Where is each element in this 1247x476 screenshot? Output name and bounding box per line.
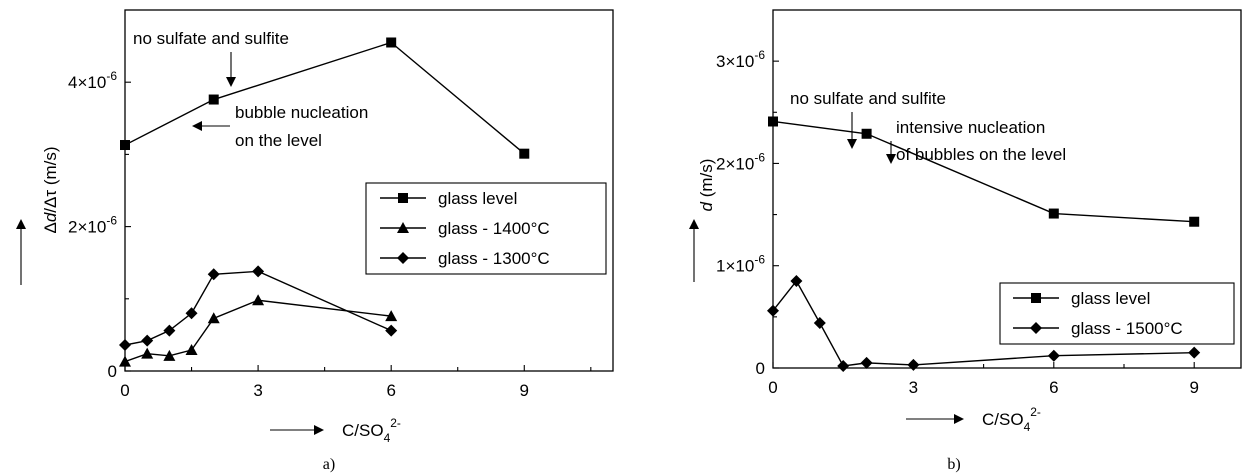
chart-b-series-1-point [837,359,850,372]
chart-a-xtick-label: 0 [120,381,129,400]
chart-a-arrow-down-head [226,77,236,87]
chart-b-xtick-label: 9 [1189,378,1198,397]
chart-b-plot-frame [772,9,1242,369]
chart-a-series-1-point [141,347,154,359]
chart-a-series-line-2 [124,270,392,346]
chart-b-legend-marker-0 [1031,293,1041,303]
chart-a-xlabel-arrow-head [314,425,324,435]
chart-a-series-line-0 [124,41,525,155]
chart-a-series-2-point [252,265,265,278]
chart-a-arrow-left-head [192,121,202,131]
chart-a-annotation-on-the-level: on the level [235,131,322,150]
chart-a-series-2-point [119,339,131,352]
chart-a-series-0-point [519,148,530,159]
chart-a-series-0-point [120,140,130,151]
chart-b: 0 3 6 9 0 1×10-6 2×10-6 3×10-6 no sulfate and s… [689,9,1242,473]
chart-a-series-1-point [119,355,131,367]
chart-b-ytick-label: 0 [756,359,765,378]
chart-a-xtick-label: 9 [520,381,529,400]
chart-b-ytick-label: 3×10-6 [716,48,765,71]
chart-a-series-1-point [185,344,198,356]
chart-a-series-1-point [252,294,265,306]
chart-a: 0 3 6 9 0 2×10-6 4×10-6 no sulfate and sulfite… [16,9,614,473]
chart-b-series-1-point [1047,349,1060,362]
chart-a-annotation-no-sulfate: no sulfate and sulfite [133,29,289,48]
chart-b-xtick-label: 6 [1049,378,1058,397]
chart-a-ylabel-arrow-head [16,219,26,229]
chart-a-legend-entries: glass level glass - 1400°C glass - 1300°C [380,189,550,268]
chart-b-legend-label-0: glass level [1071,289,1150,308]
chart-b-annotation-intensive-nucleation: intensive nucleation [896,118,1045,137]
chart-a-series-1-point [207,312,220,324]
chart-b-annotation-no-sulfate: no sulfate and sulfite [790,89,946,108]
chart-a-series-0-point [386,37,397,48]
chart-b-legend-label-1: glass - 1500°C [1071,319,1183,338]
chart-a-ytick-label: 0 [108,362,117,381]
chart-b-series-1-point [767,304,779,317]
chart-a-xtick-label: 6 [386,381,395,400]
chart-b-panel-label: b) [947,456,960,473]
chart-a-series-0-point [208,94,219,105]
chart-b-series-1-point [813,316,826,329]
chart-b-ylabel-arrow-head [689,219,699,229]
chart-b-legend-entries: glass level glass - 1500°C [1013,289,1183,338]
chart-a-ylabel: Δd/Δτ (m/s) [41,146,60,233]
chart-a-legend-marker-0 [398,193,408,203]
chart-a-ticks: 0 3 6 9 0 2×10-6 4×10-6 [68,69,592,400]
chart-b-series-0-point [768,116,778,127]
chart-b-annotation-of-bubbles: of bubbles on the level [896,145,1066,164]
chart-a-xlabel: C/SO42- [342,416,401,445]
chart-a-ytick-label: 4×10-6 [68,69,117,92]
chart-b-series [767,116,1201,372]
chart-b-series-line-1 [772,279,1195,367]
chart-b-series-1-point [907,358,920,371]
chart-a-series-2-point [141,334,154,347]
chart-a-series-2-point [207,268,220,281]
chart-b-xlabel-arrow-head [954,414,964,424]
chart-a-series-1-point [385,310,398,322]
chart-a-legend-marker-2 [397,252,409,264]
chart-b-ytick-label: 1×10-6 [716,253,765,276]
chart-a-xtick-label: 3 [253,381,262,400]
chart-b-series-0-point [861,128,872,139]
chart-b-xlabel: C/SO42- [982,405,1041,434]
chart-a-annotation-bubble-nucleation: bubble nucleation [235,103,368,122]
chart-a-series-1-point [163,349,176,361]
chart-b-legend-marker-1 [1030,322,1042,334]
chart-b-xtick-label: 0 [768,378,777,397]
chart-b-ticks: 0 3 6 9 0 1×10-6 2×10-6 3×10-6 [716,48,1199,397]
chart-a-ytick-label: 2×10-6 [68,214,117,237]
chart-a-legend-marker-1 [397,222,409,233]
chart-a-series-2-point [385,324,398,337]
chart-b-series-0-point [1189,216,1200,227]
chart-a-panel-label: a) [323,456,335,473]
chart-b-ylabel: d (m/s) [697,159,716,212]
chart-a-plot-frame [124,9,614,372]
chart-a-legend-label-2: glass - 1300°C [438,249,550,268]
chart-a-series [119,37,530,367]
chart-b-series-1-point [1188,346,1201,359]
chart-a-series-2-point [163,324,176,337]
chart-b-ytick-label: 2×10-6 [716,150,765,173]
chart-a-legend-label-0: glass level [438,189,517,208]
chart-b-xtick-label: 3 [909,378,918,397]
chart-b-series-1-point [860,356,873,369]
chart-b-arrow-down-2-head [886,154,896,164]
chart-a-legend-label-1: glass - 1400°C [438,219,550,238]
chart-b-arrow-down-1-head [847,139,857,149]
chart-b-series-1-point [790,275,803,288]
chart-b-series-line-0 [772,120,1195,223]
chart-b-series-0-point [1048,208,1059,219]
chart-a-series-2-point [185,307,198,320]
